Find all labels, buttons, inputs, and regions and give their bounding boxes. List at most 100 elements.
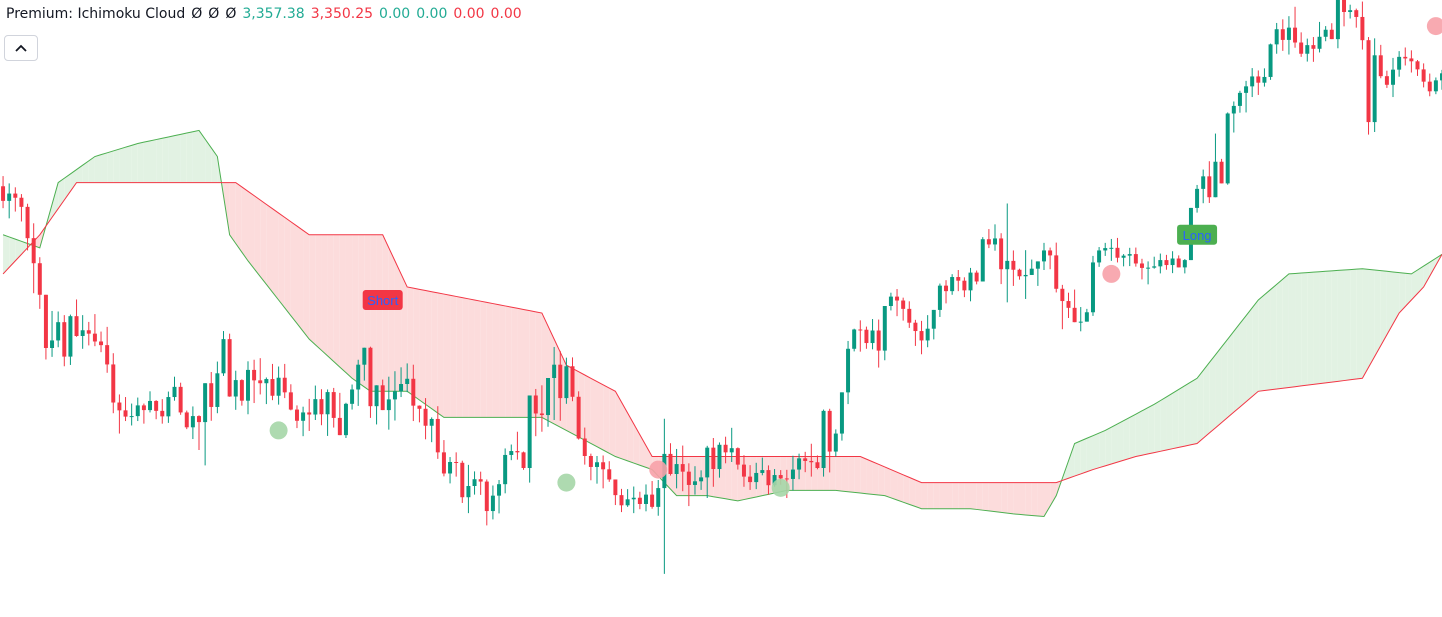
cloud-fill [731,456,738,501]
candle [337,392,342,436]
cloud-fill [1086,435,1093,472]
candle-body [735,448,740,465]
cloud-fill [1184,381,1191,447]
candle-body [129,416,134,418]
candle [490,485,495,520]
cloud-fill [407,286,414,396]
cloud-fill [462,297,469,418]
candle-body [527,395,532,468]
candle-body [680,464,685,472]
cloud-fill [1301,272,1308,386]
candle [717,442,722,478]
candle-body [454,462,459,463]
candle-body [552,364,557,378]
candle [1115,237,1120,263]
candle-body [197,416,201,423]
collapse-legend-button[interactable] [4,35,38,61]
cloud-fill [1239,315,1247,407]
cloud-fill [1313,271,1320,385]
cloud-fill [505,305,512,418]
candle [607,461,612,482]
cloud-fill [927,482,934,509]
candle [1317,21,1322,53]
cloud-fill [1368,269,1375,368]
candle-body [166,397,171,417]
candle [601,455,606,489]
cloud-fill [835,456,842,492]
legend-value-3: 0.00 [379,6,411,22]
candle [288,384,293,411]
cloud-fill [786,456,793,491]
candle [276,366,281,405]
candle-body [772,475,777,486]
candle-body [974,272,979,282]
candle [1029,259,1034,275]
candle-body [797,458,802,470]
candle [25,203,30,251]
candle [839,392,844,441]
label-text: Short [367,293,398,308]
cloud-fill [1105,427,1112,466]
candle [1231,101,1236,133]
cloud-fill [101,152,108,183]
candle-body [203,383,208,423]
cloud-fill [1172,389,1179,449]
candle-body [1280,29,1285,40]
candle [405,363,410,393]
candle-body [919,331,924,341]
cloud-fill [615,391,622,459]
candle [1017,268,1022,280]
candle [1176,255,1181,268]
candle [1219,158,1224,184]
candle-body [1090,262,1095,313]
label-text: Long [1183,228,1212,243]
candle-body [1299,42,1304,54]
candle-body [741,464,746,477]
indicator-title[interactable]: Premium: Ichimoku Cloud [6,6,186,22]
candle-body [1011,260,1016,270]
cloud-fill [909,477,916,507]
cloud-fill [205,139,212,183]
candle [1268,43,1273,80]
candle [1109,238,1114,261]
candle [1293,6,1298,48]
candle [1127,247,1132,267]
cloud-fill [52,182,59,218]
buy-signal-dot [771,478,790,497]
candle [197,415,201,450]
candle-body [392,391,397,400]
candle-body [350,389,355,404]
candle [999,233,1004,285]
candle [374,385,379,425]
cloud-fill [174,134,181,183]
candle-body [1152,266,1157,268]
candle-body [644,494,648,504]
candle-body [1317,36,1322,49]
candle [888,292,893,311]
candle [699,470,704,490]
cloud-fill [964,482,971,509]
candle-body [778,475,783,479]
cloud-fill [290,221,297,324]
candle-body [1305,45,1310,54]
candle [1011,250,1016,286]
short-signal-label: Short [362,290,403,310]
candle [105,326,110,373]
cloud-fill [866,459,873,495]
candle-body [864,329,869,344]
cloud-fill [1160,396,1167,452]
candle-body [950,277,955,292]
candle-body [141,405,146,411]
candle-body [1042,250,1046,262]
candle [1403,47,1408,66]
candle-body [1391,69,1396,85]
candle [668,443,673,476]
candle-body [1133,254,1138,264]
candle [1360,1,1365,50]
cloud-fill [474,300,481,418]
candle [711,438,716,487]
candle [723,436,728,464]
candle-body [1427,81,1432,92]
candle-body [1,186,6,201]
